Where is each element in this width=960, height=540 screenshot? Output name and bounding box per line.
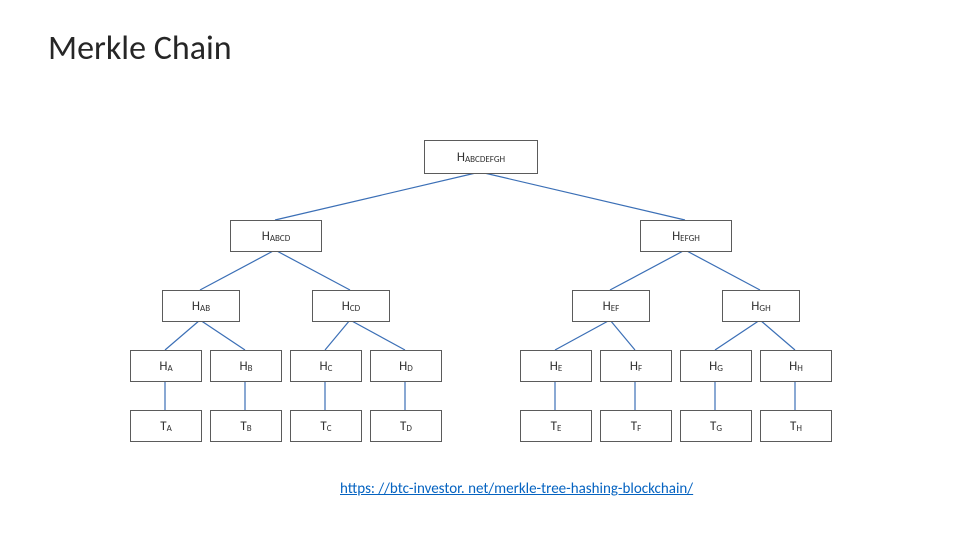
node-subscript: A xyxy=(167,423,172,434)
node-main-letter: H xyxy=(262,229,270,244)
tree-edge xyxy=(200,320,245,350)
node-main-letter: H xyxy=(399,359,407,374)
node-main-letter: H xyxy=(672,229,680,244)
node-main-letter: H xyxy=(550,359,558,374)
tree-node-cd: HCD xyxy=(312,290,390,322)
node-subscript: E xyxy=(557,423,561,434)
slide: Merkle Chain HABCDEFGHHABCDHEFGHHABHCDHE… xyxy=(0,0,960,540)
tree-node-ab: HAB xyxy=(162,290,240,322)
node-subscript: F xyxy=(637,423,641,434)
tree-node-hg: HG xyxy=(680,350,752,382)
node-subscript: AB xyxy=(200,303,210,314)
node-main-letter: H xyxy=(239,359,247,374)
node-subscript: E xyxy=(558,363,562,374)
tree-node-ta: TA xyxy=(130,410,202,442)
tree-node-hf: HF xyxy=(600,350,672,382)
tree-edge xyxy=(275,250,350,290)
tree-node-te: TE xyxy=(520,410,592,442)
node-main-letter: H xyxy=(709,359,717,374)
tree-node-gh: HGH xyxy=(722,290,800,322)
tree-edge xyxy=(760,320,795,350)
node-subscript: ABCDEFGH xyxy=(465,154,505,165)
tree-edge xyxy=(555,320,610,350)
tree-node-he: HE xyxy=(520,350,592,382)
source-anchor[interactable]: https: //btc-investor. net/merkle-tree-h… xyxy=(340,480,693,498)
node-main-letter: H xyxy=(192,299,200,314)
tree-node-hb: HB xyxy=(210,350,282,382)
tree-node-efgh: HEFGH xyxy=(640,220,732,252)
node-subscript: C xyxy=(327,423,332,434)
node-subscript: ABCD xyxy=(270,233,290,244)
tree-node-root: HABCDEFGH xyxy=(424,140,538,174)
node-subscript: D xyxy=(407,363,413,374)
node-subscript: D xyxy=(406,423,412,434)
node-main-letter: H xyxy=(342,299,350,314)
node-main-letter: H xyxy=(159,359,167,374)
tree-edge xyxy=(165,320,200,350)
node-subscript: CD xyxy=(350,303,360,314)
tree-node-hh: HH xyxy=(760,350,832,382)
node-subscript: H xyxy=(797,363,803,374)
node-subscript: G xyxy=(716,423,722,434)
tree-edge xyxy=(610,320,635,350)
tree-node-hd: HD xyxy=(370,350,442,382)
tree-edge xyxy=(480,172,685,220)
tree-edge xyxy=(685,250,760,290)
tree-node-tf: TF xyxy=(600,410,672,442)
tree-node-tg: TG xyxy=(680,410,752,442)
merkle-tree-diagram: HABCDEFGHHABCDHEFGHHABHCDHEFHGHHAHBHCHDH… xyxy=(0,0,960,540)
node-main-letter: H xyxy=(751,299,759,314)
tree-node-tc: TC xyxy=(290,410,362,442)
node-subscript: F xyxy=(638,363,642,374)
tree-edge xyxy=(715,320,760,350)
node-subscript: B xyxy=(247,423,252,434)
node-main-letter: H xyxy=(603,299,611,314)
tree-edges xyxy=(0,0,960,540)
tree-node-td: TD xyxy=(370,410,442,442)
node-main-letter: H xyxy=(457,150,465,165)
node-subscript: C xyxy=(328,363,333,374)
node-main-letter: H xyxy=(789,359,797,374)
node-main-letter: H xyxy=(320,359,328,374)
node-subscript: B xyxy=(248,363,253,374)
tree-node-abcd: HABCD xyxy=(230,220,322,252)
node-subscript: A xyxy=(167,363,172,374)
node-subscript: EF xyxy=(611,303,620,314)
tree-node-ef: HEF xyxy=(572,290,650,322)
node-main-letter: H xyxy=(630,359,638,374)
tree-node-ha: HA xyxy=(130,350,202,382)
node-subscript: H xyxy=(796,423,802,434)
tree-edge xyxy=(325,320,350,350)
tree-node-tb: TB xyxy=(210,410,282,442)
tree-node-th: TH xyxy=(760,410,832,442)
tree-edge xyxy=(350,320,405,350)
source-link[interactable]: https: //btc-investor. net/merkle-tree-h… xyxy=(340,480,693,498)
node-subscript: G xyxy=(717,363,723,374)
tree-edge xyxy=(200,250,275,290)
tree-edge xyxy=(610,250,685,290)
tree-edge xyxy=(275,172,480,220)
node-subscript: GH xyxy=(759,303,770,314)
node-subscript: EFGH xyxy=(680,233,700,244)
tree-node-hc: HC xyxy=(290,350,362,382)
